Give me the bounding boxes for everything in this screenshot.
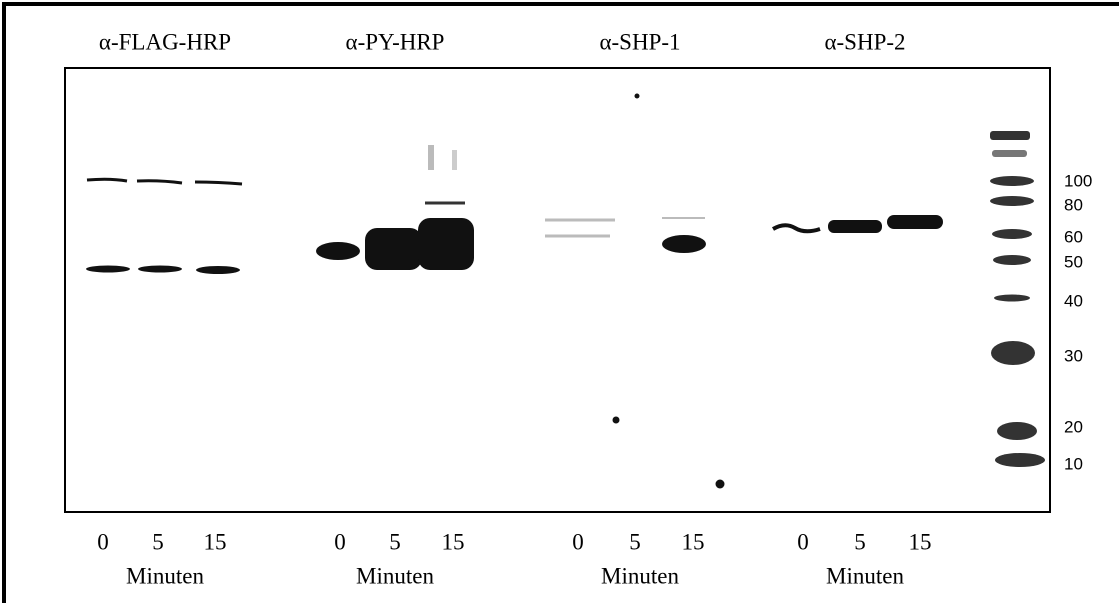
time-unit: Minuten xyxy=(126,563,204,588)
lane-label: 0 xyxy=(572,529,584,554)
bands xyxy=(86,93,1045,489)
lane-label: 0 xyxy=(334,529,346,554)
lane-label: 15 xyxy=(682,529,705,554)
marker-label: 30 xyxy=(1064,346,1083,365)
marker-label: 60 xyxy=(1064,227,1083,246)
panel-title: α-SHP-2 xyxy=(824,29,905,54)
marker-label: 10 xyxy=(1064,454,1083,473)
marker-label: 40 xyxy=(1064,291,1083,310)
time-unit: Minuten xyxy=(826,563,904,588)
marker-label: 80 xyxy=(1064,195,1083,214)
lane-label: 0 xyxy=(97,529,109,554)
panel-title: α-PY-HRP xyxy=(346,29,445,54)
panel-title: α-FLAG-HRP xyxy=(99,29,231,54)
lane-label: 5 xyxy=(152,529,164,554)
time-unit: Minuten xyxy=(601,563,679,588)
marker-label: 50 xyxy=(1064,252,1083,271)
marker-label: 20 xyxy=(1064,417,1083,436)
lane-label: 5 xyxy=(389,529,401,554)
blot-box xyxy=(64,67,1051,513)
lane-label: 0 xyxy=(797,529,809,554)
lane-label: 15 xyxy=(442,529,465,554)
time-unit: Minuten xyxy=(356,563,434,588)
lane-label: 15 xyxy=(204,529,227,554)
lane-label: 5 xyxy=(629,529,641,554)
lane-label: 5 xyxy=(854,529,866,554)
panel-title: α-SHP-1 xyxy=(599,29,680,54)
lane-label: 15 xyxy=(909,529,932,554)
marker-label: 100 xyxy=(1064,171,1092,190)
